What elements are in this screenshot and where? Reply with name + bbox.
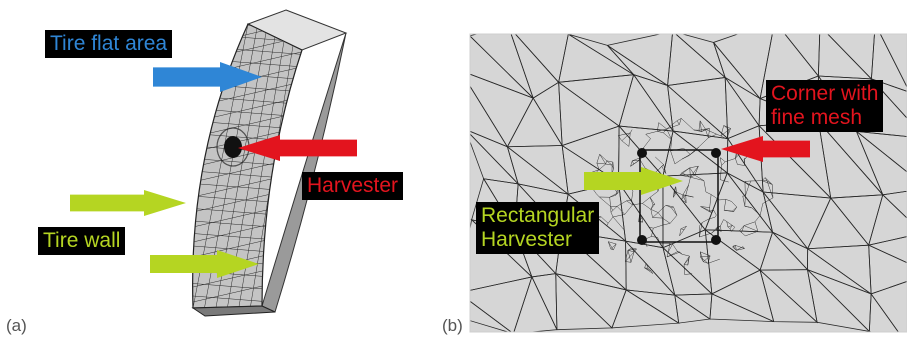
arrow-tire-wall-lower [150,250,259,278]
corner-fine-mesh-top-left [637,148,647,158]
mesh-detail [470,34,907,332]
corner-fine-mesh-bottom-left [637,235,647,245]
arrow-tire-flat-area [153,62,262,92]
harvester-outline [639,149,719,243]
tire-wall-label: Tire wall [38,227,126,255]
arrow-rectangular-harvester [584,167,683,195]
corner-label-line2: fine mesh [771,106,863,129]
harvester-label: Harvester [302,172,404,200]
arrow-harvester [238,135,357,161]
corner-label-line1: Corner with [771,82,879,105]
panel-label-b: (b) [442,316,463,335]
corner-fine-mesh-bottom-right [711,235,721,245]
harvester-mesh-spot [224,136,242,158]
corner-fine-mesh-label: Corner with fine mesh [766,80,884,132]
panel-label-a: (a) [6,316,27,335]
arrow-tire-wall-upper [70,190,186,216]
rectangular-label-line2: Harvester [481,228,573,251]
tire-flat-area-label: Tire flat area [45,30,173,58]
corner-fine-mesh-top-right [711,148,721,158]
rectangular-harvester-label: Rectangular Harvester [476,202,600,254]
rectangular-label-line1: Rectangular [481,204,595,227]
arrow-corner-fine-mesh [721,136,810,162]
